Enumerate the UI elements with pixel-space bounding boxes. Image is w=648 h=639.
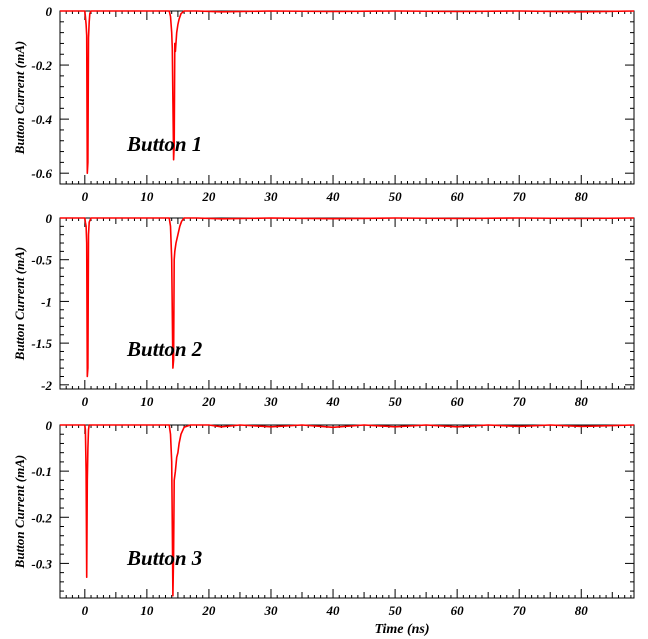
plot-frame [59, 217, 635, 390]
x-tick-label: 0 [82, 603, 89, 618]
y-tick-label: -2 [41, 378, 52, 393]
x-tick-label: 20 [201, 189, 216, 204]
y-tick-label: -0.2 [31, 510, 52, 525]
y-axis-label: Button Current (mA) [12, 247, 27, 361]
panel-label: Button 2 [126, 337, 203, 361]
x-tick-label: 60 [451, 603, 465, 618]
x-tick-label: 70 [513, 603, 527, 618]
series-line [60, 217, 635, 378]
x-tick-label: 30 [263, 189, 278, 204]
x-tick-label: 10 [140, 189, 154, 204]
x-tick-label: 80 [575, 189, 589, 204]
x-tick-label: 60 [451, 189, 465, 204]
x-tick-label: 40 [326, 394, 341, 409]
x-tick-label: 80 [575, 394, 589, 409]
panel-2: 0 10 20 30 40 50 60 70 80 0 -0.5 -1 -1.5 -2 Button Cur… [12, 211, 635, 409]
x-tick-label: 0 [82, 189, 89, 204]
y-tick-label: -0.4 [31, 112, 52, 127]
plot-frame [59, 10, 635, 185]
series-line [60, 10, 635, 174]
x-tick-label: 50 [389, 603, 403, 618]
y-tick-label: 0 [46, 418, 53, 433]
y-tick-label: -0.3 [31, 556, 52, 571]
y-axis-label: Button Current (mA) [12, 455, 27, 569]
y-tick-label: 0 [46, 4, 53, 19]
plot-frame [59, 424, 635, 599]
series-line [60, 424, 635, 597]
y-axis-label: Button Current (mA) [12, 41, 27, 155]
panel-1: 0 10 20 30 40 50 60 70 80 0 -0.2 -0.4 -0.6 Button Cur… [12, 4, 635, 204]
x-tick-label: 0 [82, 394, 89, 409]
y-tick-label: -0.1 [31, 464, 52, 479]
x-tick-label: 40 [326, 189, 341, 204]
x-tick-label: 10 [140, 603, 154, 618]
y-tick-label: -1 [41, 294, 52, 309]
x-tick-label: 60 [451, 394, 465, 409]
x-tick-label: 70 [513, 394, 527, 409]
x-tick-label: 80 [575, 603, 589, 618]
x-tick-label: 30 [263, 394, 278, 409]
y-tick-label: 0 [46, 211, 53, 226]
x-tick-label: 70 [513, 189, 527, 204]
panel-label: Button 3 [126, 546, 202, 570]
panel-3: 0 10 20 30 40 50 60 70 80 0 -0.1 -0.2 -0.3 Button Cur… [12, 418, 635, 637]
x-tick-label: 10 [140, 394, 154, 409]
y-tick-label: -0.2 [31, 58, 52, 73]
y-tick-label: -0.5 [31, 253, 52, 268]
x-tick-label: 30 [263, 603, 278, 618]
x-tick-label: 50 [389, 189, 403, 204]
x-axis-label: Time (ns) [374, 622, 429, 637]
panel-label: Button 1 [126, 132, 202, 156]
y-tick-label: -0.6 [31, 166, 52, 181]
x-tick-label: 20 [201, 394, 216, 409]
x-tick-label: 50 [389, 394, 403, 409]
y-tick-label: -1.5 [31, 336, 52, 351]
x-tick-label: 20 [201, 603, 216, 618]
x-tick-label: 40 [326, 603, 341, 618]
